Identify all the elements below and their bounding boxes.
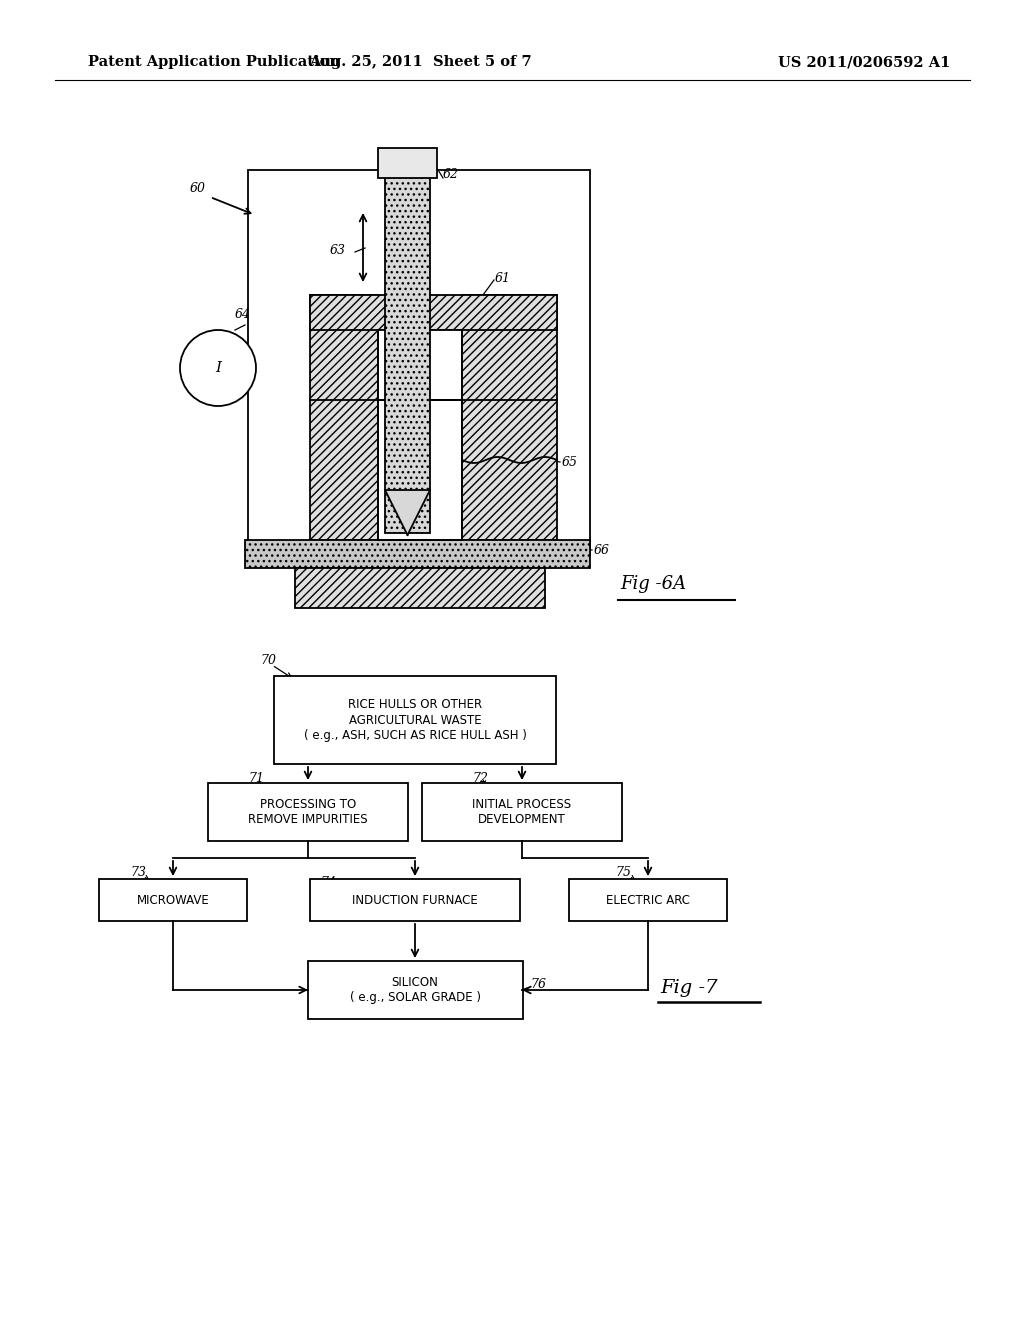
Text: 75: 75 — [615, 866, 631, 879]
Text: Fig -7: Fig -7 — [660, 979, 718, 997]
Text: SILICON
( e.g., SOLAR GRADE ): SILICON ( e.g., SOLAR GRADE ) — [349, 975, 480, 1005]
Bar — [462, 294, 557, 540]
Text: MICROWAVE: MICROWAVE — [136, 894, 209, 907]
Text: 73: 73 — [130, 866, 146, 879]
Bar — [274, 676, 556, 764]
Bar — [248, 170, 590, 554]
Bar — [99, 879, 247, 921]
Text: 60: 60 — [190, 181, 206, 194]
Circle shape — [180, 330, 256, 407]
Text: Fig -6A: Fig -6A — [620, 576, 686, 593]
Text: RICE HULLS OR OTHER
AGRICULTURAL WASTE
( e.g., ASH, SUCH AS RICE HULL ASH ): RICE HULLS OR OTHER AGRICULTURAL WASTE (… — [303, 698, 526, 742]
Text: US 2011/0206592 A1: US 2011/0206592 A1 — [777, 55, 950, 69]
Text: 71: 71 — [248, 771, 264, 784]
Text: I: I — [215, 360, 221, 375]
Text: 64: 64 — [234, 309, 251, 322]
Bar — [308, 961, 523, 1019]
Text: Patent Application Publication: Patent Application Publication — [88, 55, 340, 69]
Bar — [310, 294, 378, 540]
Text: INITIAL PROCESS
DEVELOPMENT: INITIAL PROCESS DEVELOPMENT — [472, 799, 571, 826]
Text: 74: 74 — [319, 876, 336, 890]
Bar — [310, 879, 520, 921]
Text: INDUCTION FURNACE: INDUCTION FURNACE — [352, 894, 478, 907]
Text: 62: 62 — [443, 169, 459, 181]
Bar — [295, 568, 545, 609]
Text: 61: 61 — [495, 272, 511, 285]
Text: 65: 65 — [562, 455, 578, 469]
Bar — [378, 330, 462, 540]
Text: 66: 66 — [594, 544, 610, 557]
Bar — [245, 540, 590, 568]
Bar — [569, 879, 727, 921]
Polygon shape — [385, 490, 430, 535]
Bar — [422, 783, 622, 841]
Bar — [378, 400, 462, 540]
Text: ELECTRIC ARC: ELECTRIC ARC — [606, 894, 690, 907]
Text: 76: 76 — [530, 978, 546, 991]
Text: Aug. 25, 2011  Sheet 5 of 7: Aug. 25, 2011 Sheet 5 of 7 — [308, 55, 531, 69]
Bar — [385, 168, 430, 533]
Text: PROCESSING TO
REMOVE IMPURITIES: PROCESSING TO REMOVE IMPURITIES — [248, 799, 368, 826]
Text: 70: 70 — [260, 653, 276, 667]
Bar — [378, 148, 437, 178]
Bar — [208, 783, 408, 841]
Bar — [310, 294, 557, 330]
Text: 72: 72 — [472, 771, 488, 784]
Text: 63: 63 — [330, 243, 346, 256]
